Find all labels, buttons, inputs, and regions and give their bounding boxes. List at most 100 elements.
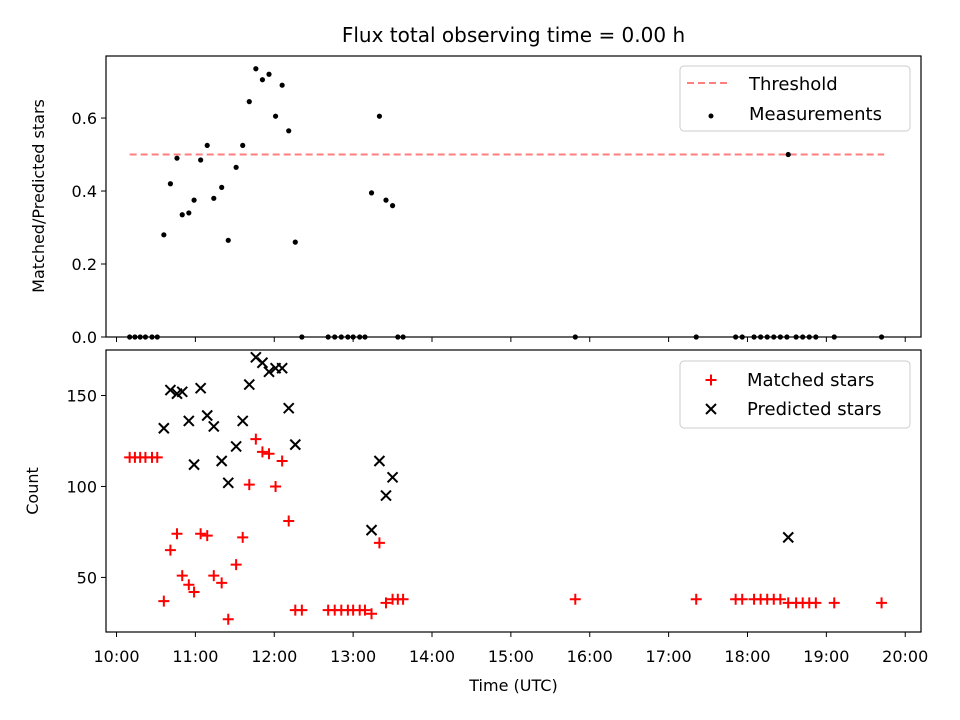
legend-matched-swatch — [705, 374, 717, 386]
x-tick-label: 10:00 — [93, 647, 139, 666]
matched-star-point — [176, 570, 188, 582]
legend-threshold-label: Threshold — [748, 74, 838, 95]
measurement-point — [198, 157, 204, 163]
x-tick-label: 19:00 — [803, 647, 849, 666]
x-tick-label: 13:00 — [330, 647, 376, 666]
x-tick-label: 17:00 — [646, 647, 692, 666]
measurement-point — [174, 155, 180, 161]
predicted-star-point — [386, 471, 399, 484]
matched-star-point — [151, 451, 163, 463]
matched-star-point — [216, 577, 228, 589]
measurement-point — [211, 195, 217, 201]
measurement-point — [259, 77, 266, 83]
measurement-point — [806, 334, 812, 340]
y-tick-label: 0.4 — [72, 182, 97, 201]
data-layer — [124, 351, 888, 625]
measurement-point — [279, 82, 285, 88]
matched-star-point — [188, 586, 200, 598]
measurement-point — [400, 334, 406, 340]
matched-star-point — [690, 593, 702, 605]
measurement-point — [338, 334, 344, 340]
predicted-star-point — [176, 386, 188, 398]
measurement-point — [831, 334, 837, 340]
measurement-point — [357, 334, 363, 340]
measurement-point — [142, 334, 149, 340]
measurement-point — [266, 71, 272, 77]
measurement-point — [368, 190, 375, 196]
predicted-star-point — [263, 366, 275, 378]
predicted-star-point — [222, 477, 234, 489]
top-plot-frame — [105, 55, 922, 338]
measurement-point — [739, 334, 745, 340]
matched-star-point — [876, 597, 888, 609]
y-tick-label: 0.2 — [72, 255, 97, 274]
predicted-star-point — [289, 438, 301, 451]
legend-predicted-label: Predicted stars — [747, 399, 881, 420]
x-tick-label: 18:00 — [724, 647, 770, 666]
y-tick-label: 150 — [66, 386, 97, 405]
x-tick-label: 16:00 — [567, 647, 613, 666]
matched-star-point — [222, 613, 234, 625]
measurement-point — [395, 334, 401, 340]
x-tick-label: 14:00 — [409, 647, 455, 666]
matched-star-point — [359, 604, 371, 616]
bottom-plot-frame — [105, 349, 922, 633]
x-tick-label: 15:00 — [488, 647, 534, 666]
measurement-point — [793, 334, 799, 340]
ratio-panel: Flux total observing time = 0.00 h Match… — [29, 23, 922, 347]
matched-star-point — [195, 528, 207, 540]
y-tick-label: 50 — [77, 568, 97, 587]
predicted-star-point — [208, 420, 220, 433]
predicted-star-point — [158, 422, 170, 434]
measurement-point — [149, 334, 155, 340]
legend-measurements-label: Measurements — [749, 104, 882, 125]
measurement-point — [272, 113, 279, 119]
predicted-star-point — [373, 455, 386, 467]
measurement-point — [219, 184, 225, 190]
matched-star-point — [237, 531, 249, 543]
matched-star-point — [183, 579, 195, 591]
measurement-point — [733, 334, 739, 340]
measurement-point — [332, 334, 338, 340]
bottom-y-axis-label: Count — [23, 467, 42, 515]
matched-star-point — [774, 593, 786, 605]
predicted-star-point — [215, 455, 228, 467]
predicted-star-point — [283, 402, 295, 414]
measurement-point — [299, 334, 305, 340]
matched-star-point — [569, 593, 581, 605]
measurement-point — [161, 232, 167, 238]
measurement-point — [186, 210, 192, 216]
measurement-point — [345, 334, 351, 340]
predicted-star-point — [188, 458, 200, 471]
matched-star-point — [373, 537, 385, 549]
measurement-point — [878, 334, 885, 340]
x-tick-label: 20:00 — [882, 647, 928, 666]
matched-star-point — [263, 448, 275, 460]
matched-star-point — [201, 530, 213, 542]
matched-star-point — [164, 544, 176, 556]
data-layer — [127, 66, 885, 340]
measurement-point — [225, 237, 231, 243]
x-tick-label: 11:00 — [172, 647, 218, 666]
measurement-point — [240, 142, 246, 149]
predicted-star-point — [201, 409, 213, 422]
legend-box — [679, 360, 911, 429]
measurement-point — [777, 334, 783, 340]
top-legend: Threshold Measurements — [679, 65, 911, 132]
predicted-star-point — [194, 382, 207, 394]
predicted-star-point — [256, 357, 269, 369]
matched-star-point — [283, 515, 295, 527]
legend-box — [679, 65, 911, 132]
measurement-point — [154, 334, 160, 340]
matched-star-point — [380, 597, 392, 609]
measurement-point — [137, 334, 143, 340]
measurement-point — [286, 128, 292, 134]
measurement-point — [758, 334, 764, 340]
measurement-point — [389, 203, 396, 209]
matched-star-point — [171, 528, 183, 540]
measurement-point — [693, 334, 699, 340]
measurement-point — [572, 334, 578, 340]
measurement-point — [132, 334, 138, 340]
measurement-point — [204, 142, 210, 149]
matched-star-point — [158, 595, 170, 607]
